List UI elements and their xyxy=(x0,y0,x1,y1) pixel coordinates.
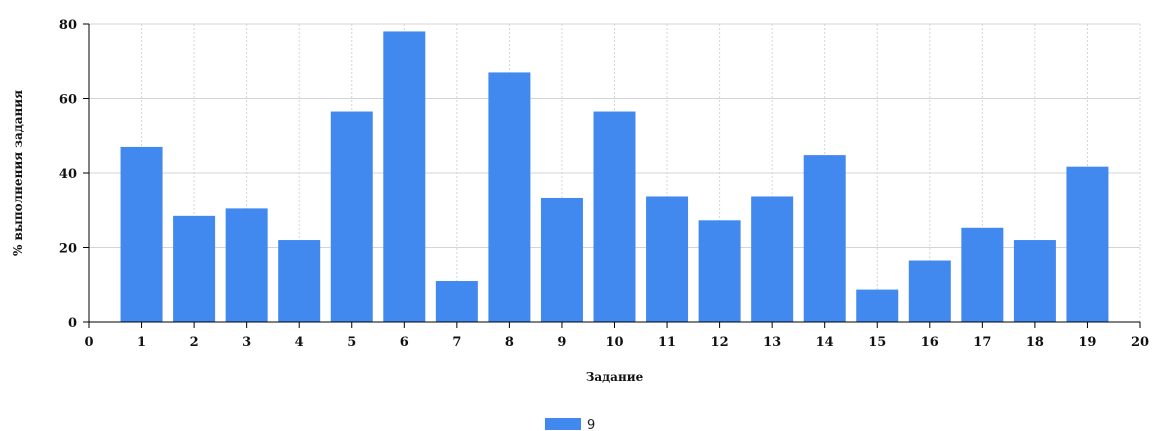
bar-8 xyxy=(488,72,531,322)
y-tick-labels: 0 20 40 60 80 xyxy=(59,18,77,331)
y-tick-label: 40 xyxy=(59,167,77,182)
bar-13 xyxy=(751,196,794,322)
x-tick-label: 11 xyxy=(658,335,676,350)
x-tick-label: 14 xyxy=(816,335,834,350)
x-tick-label: 1 xyxy=(137,335,146,350)
bars xyxy=(120,31,1109,322)
x-tick-label: 15 xyxy=(868,335,886,350)
x-tick-label: 16 xyxy=(921,335,939,350)
bar-1 xyxy=(120,146,163,322)
bar-6 xyxy=(383,31,426,322)
x-tick-label: 13 xyxy=(763,335,781,350)
bar-4 xyxy=(278,240,321,322)
legend-label: 9 xyxy=(587,418,595,431)
x-tick-label: 20 xyxy=(1131,335,1149,350)
bar-3 xyxy=(225,208,268,322)
bar-10 xyxy=(593,111,636,322)
axes xyxy=(83,23,1141,328)
bar-9 xyxy=(540,197,583,322)
bar-5 xyxy=(330,111,373,322)
bar-16 xyxy=(908,260,951,322)
x-tick-label: 5 xyxy=(347,335,356,350)
y-tick-label: 20 xyxy=(59,242,77,257)
x-tick-label: 18 xyxy=(1026,335,1044,350)
bar-12 xyxy=(698,220,741,322)
x-tick-label: 12 xyxy=(711,335,729,350)
x-tick-labels: 0 1 2 3 4 5 6 7 8 9 10 11 12 13 14 15 16 17 18 19 20 xyxy=(84,335,1149,350)
x-tick-label: 7 xyxy=(452,335,461,350)
bar-7 xyxy=(435,281,478,322)
x-axis-title: Задание xyxy=(586,370,644,384)
y-axis-title: % выполнения задания xyxy=(11,90,25,256)
legend: 9 xyxy=(545,418,595,431)
x-tick-label: 0 xyxy=(84,335,93,350)
y-tick-label: 60 xyxy=(59,93,77,108)
legend-swatch xyxy=(545,418,581,430)
x-tick-label: 19 xyxy=(1078,335,1096,350)
bar-19 xyxy=(1066,166,1109,322)
x-tick-label: 9 xyxy=(557,335,566,350)
y-tick-label: 0 xyxy=(68,316,77,331)
x-tick-label: 2 xyxy=(190,335,199,350)
bar-14 xyxy=(803,155,846,322)
bar-11 xyxy=(646,196,689,322)
bar-2 xyxy=(173,215,216,322)
x-tick-label: 17 xyxy=(973,335,991,350)
x-tick-label: 6 xyxy=(400,335,409,350)
bar-18 xyxy=(1013,240,1056,322)
bar-17 xyxy=(961,227,1004,322)
x-tick-label: 8 xyxy=(505,335,514,350)
x-tick-label: 4 xyxy=(295,335,304,350)
y-tick-label: 80 xyxy=(59,18,77,33)
bar-15 xyxy=(856,289,899,322)
x-tick-label: 10 xyxy=(605,335,623,350)
x-tick-label: 3 xyxy=(242,335,251,350)
